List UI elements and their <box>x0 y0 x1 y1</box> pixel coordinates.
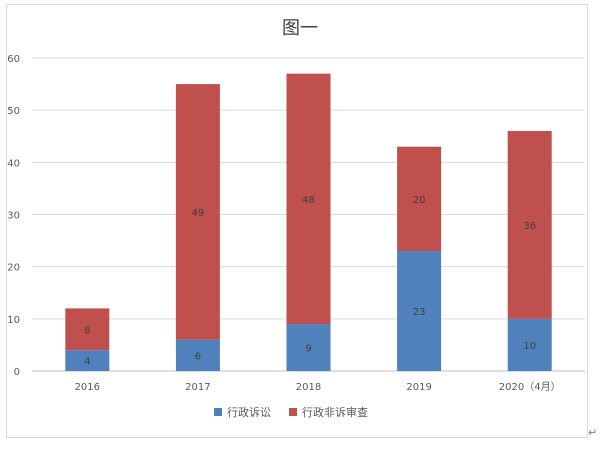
y-tick-label: 0 <box>14 367 20 378</box>
bar-segment-admin-non-litigation-review <box>397 146 442 252</box>
data-label: 10 <box>523 341 536 352</box>
data-label: 8 <box>84 325 90 336</box>
data-label: 23 <box>413 307 426 318</box>
chart-frame <box>6 4 588 438</box>
bar-segment-admin-non-litigation-review <box>286 73 331 325</box>
legend-swatch <box>289 408 297 416</box>
x-tick-label: 2018 <box>296 382 321 393</box>
data-label: 49 <box>192 208 205 219</box>
bar-segment-admin-non-litigation-review <box>507 131 552 319</box>
x-tick-label: 2020（4月） <box>499 381 561 393</box>
data-label: 6 <box>195 351 201 362</box>
chart-title: 图一 <box>282 18 318 39</box>
x-tick-label: 2017 <box>185 382 210 393</box>
legend-label: 行政非诉审查 <box>302 405 368 419</box>
y-tick-label: 20 <box>7 263 20 274</box>
bar-segment-admin-litigation <box>286 324 331 371</box>
legend-swatch <box>214 408 222 416</box>
y-tick-label: 10 <box>7 315 20 326</box>
bar-segment-admin-non-litigation-review <box>65 308 110 351</box>
data-label: 20 <box>413 195 426 206</box>
legend-label: 行政诉讼 <box>227 405 271 419</box>
data-label: 4 <box>84 357 90 368</box>
data-label: 36 <box>523 221 536 232</box>
data-label: 48 <box>302 195 315 206</box>
y-tick-label: 30 <box>7 211 20 222</box>
bar-segment-admin-litigation <box>397 251 442 371</box>
x-tick-label: 2016 <box>75 382 100 393</box>
bar-segment-admin-litigation <box>175 339 220 371</box>
bar-segment-admin-non-litigation-review <box>175 84 220 340</box>
y-tick-label: 50 <box>7 106 20 117</box>
y-tick-label: 60 <box>7 54 20 65</box>
bar-segment-admin-litigation <box>507 318 552 371</box>
data-label: 9 <box>305 344 311 355</box>
y-tick-label: 40 <box>7 158 20 169</box>
paragraph-return-mark: ↵ <box>588 426 598 439</box>
bar-segment-admin-litigation <box>65 350 110 371</box>
x-tick-label: 2019 <box>406 382 431 393</box>
